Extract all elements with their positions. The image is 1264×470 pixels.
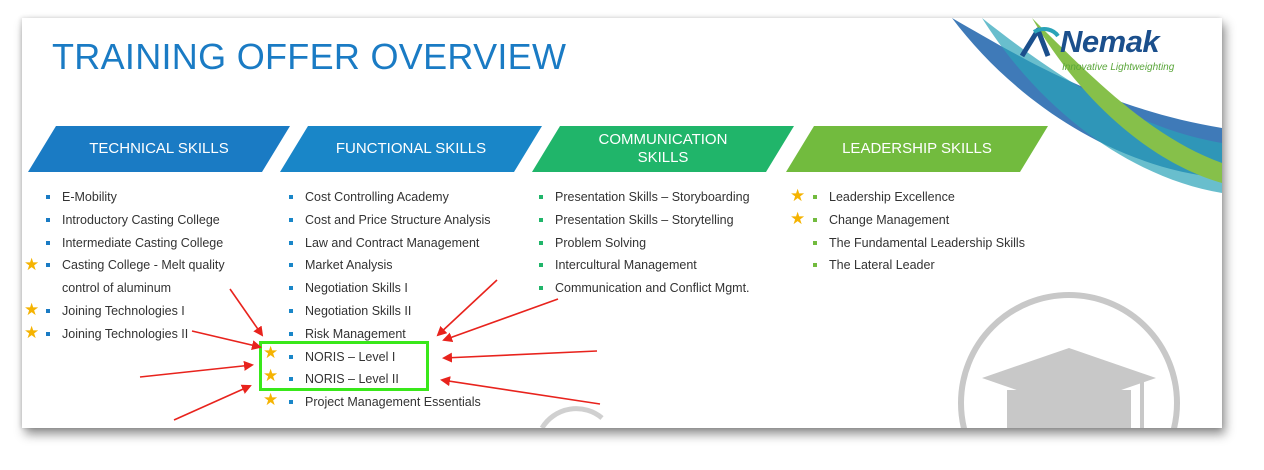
banner-functional-label: FUNCTIONAL SKILLS	[335, 140, 487, 157]
star-icon: ★	[790, 209, 806, 228]
list-item: Casting College - Melt quality	[44, 254, 225, 277]
list-item: Introductory Casting College	[44, 209, 225, 232]
communication-skills-list: Presentation Skills – Storyboarding Pres…	[537, 186, 750, 300]
star-icon: ★	[24, 300, 40, 319]
star-icon: ★	[263, 343, 279, 362]
list-item: Market Analysis	[287, 254, 491, 277]
banner-technical: TECHNICAL SKILLS	[28, 126, 290, 172]
banner-communication: COMMUNICATION SKILLS	[532, 126, 794, 172]
list-item: Leadership Excellence	[811, 186, 1025, 209]
list-item: Negotiation Skills I	[287, 277, 491, 300]
banner-technical-label: TECHNICAL SKILLS	[89, 140, 229, 157]
noris-highlight-box	[259, 341, 429, 391]
list-item: Negotiation Skills II	[287, 300, 491, 323]
star-icon: ★	[263, 366, 279, 385]
logo-name: Nemak	[1060, 24, 1160, 59]
banner-communication-label: COMMUNICATION SKILLS	[598, 131, 728, 166]
list-item: Change Management	[811, 209, 1025, 232]
star-icon: ★	[263, 390, 279, 409]
list-item: Problem Solving	[537, 232, 750, 255]
slide: TRAINING OFFER OVERVIEW Nemak Innovative…	[22, 18, 1222, 428]
technical-skills-list: E-Mobility Introductory Casting College …	[44, 186, 225, 346]
list-item: NORIS – Level II	[287, 368, 491, 391]
list-item: Communication and Conflict Mgmt.	[537, 277, 750, 300]
star-icon: ★	[790, 186, 806, 205]
list-item: Cost and Price Structure Analysis	[287, 209, 491, 232]
functional-skills-list: Cost Controlling Academy Cost and Price …	[287, 186, 491, 414]
list-item-continuation: control of aluminum	[62, 281, 172, 296]
list-item: Intermediate Casting College	[44, 232, 225, 255]
star-icon: ★	[24, 323, 40, 342]
slide-decoration	[539, 18, 1222, 428]
banner-leadership: LEADERSHIP SKILLS	[786, 126, 1048, 172]
banner-functional: FUNCTIONAL SKILLS	[280, 126, 542, 172]
list-item: Cost Controlling Academy	[287, 186, 491, 209]
banner-leadership-label: LEADERSHIP SKILLS	[842, 140, 992, 157]
list-item: Project Management Essentials	[287, 391, 491, 414]
list-item: Presentation Skills – Storyboarding	[537, 186, 750, 209]
logo-tagline: Innovative Lightweighting	[1062, 62, 1175, 73]
list-item: The Fundamental Leadership Skills	[811, 232, 1025, 255]
leadership-skills-list: Leadership Excellence Change Management …	[811, 186, 1025, 277]
list-item: Joining Technologies I	[44, 300, 225, 323]
list-item: Law and Contract Management	[287, 232, 491, 255]
page-title: TRAINING OFFER OVERVIEW	[52, 36, 567, 77]
list-item: The Lateral Leader	[811, 254, 1025, 277]
list-item: Joining Technologies II	[44, 323, 225, 346]
list-item: NORIS – Level I	[287, 346, 491, 369]
graduation-cap-icon	[958, 292, 1180, 428]
list-item: E-Mobility	[44, 186, 225, 209]
list-item: Presentation Skills – Storytelling	[537, 209, 750, 232]
nemak-logo: Nemak Innovative Lightweighting	[1020, 24, 1190, 80]
logo-mark-icon	[1020, 27, 1060, 58]
star-icon: ★	[24, 255, 40, 274]
list-item: Intercultural Management	[537, 254, 750, 277]
list-item: Risk Management	[287, 323, 491, 346]
